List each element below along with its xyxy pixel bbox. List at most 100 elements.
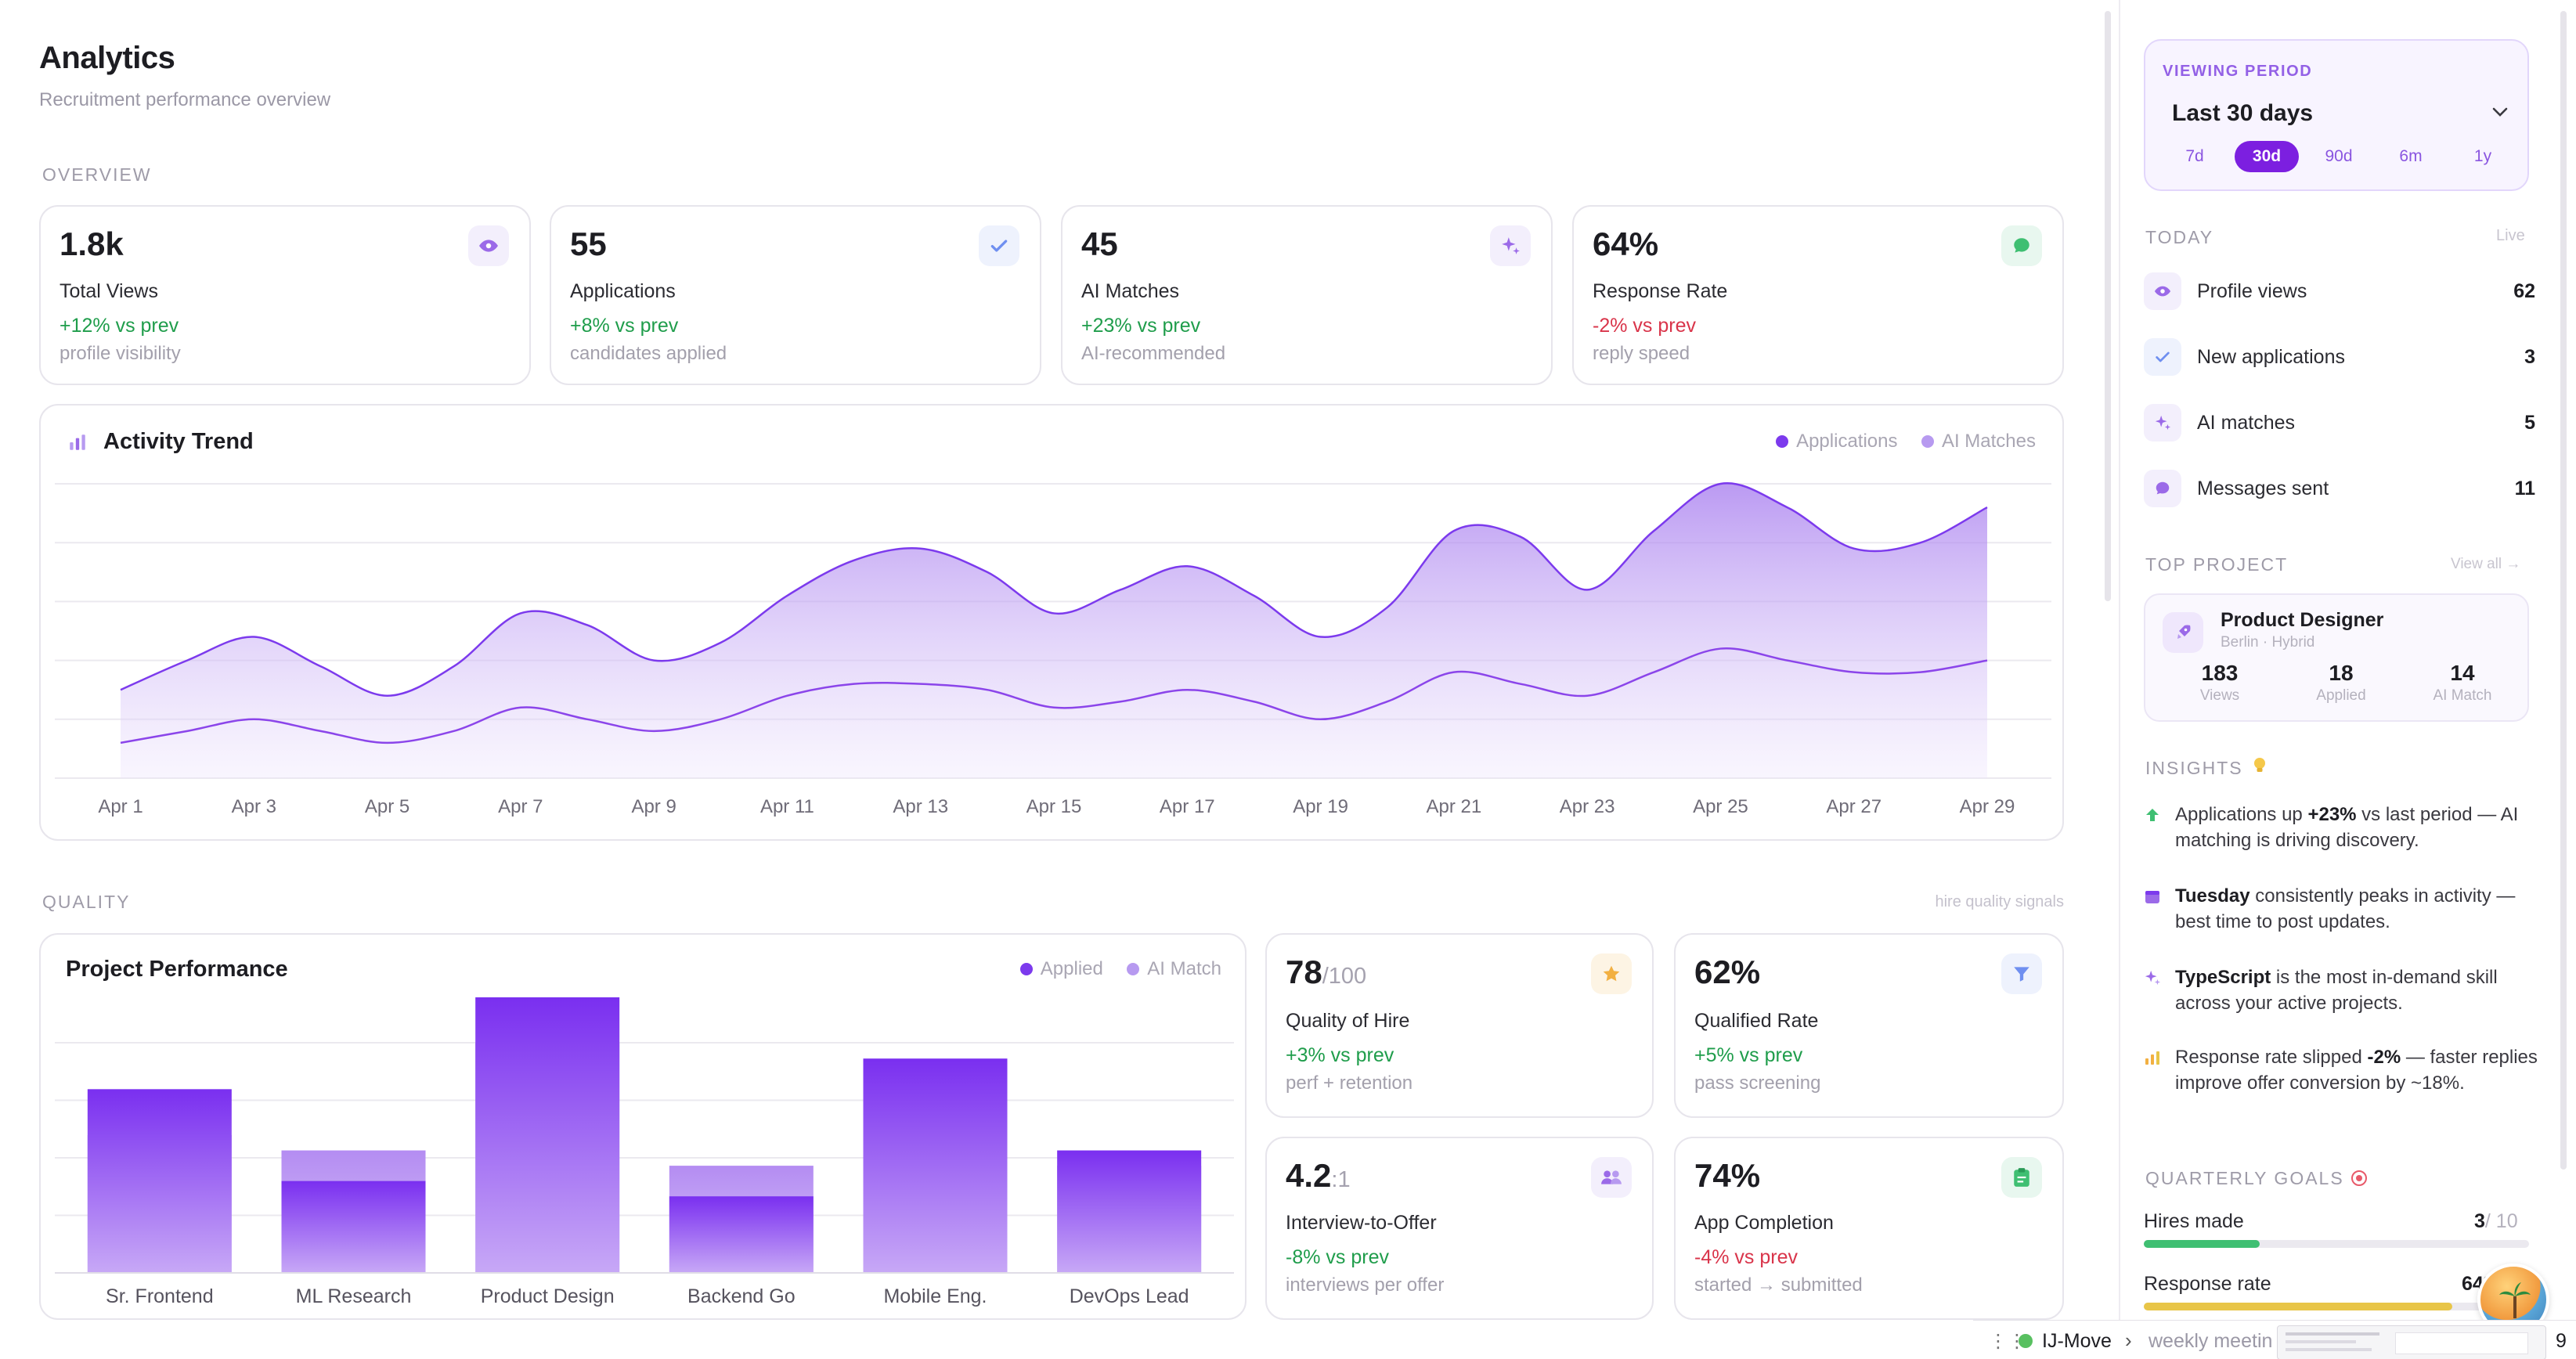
insight-highlight: Tuesday — [2175, 885, 2250, 907]
kpi-delta: +8% vs prev — [570, 315, 679, 337]
today-row-ai-matches[interactable]: AI matches 5 — [2144, 401, 2535, 448]
bar-applied[interactable] — [1057, 1150, 1202, 1273]
kpi-value: 74% — [1694, 1157, 1761, 1194]
live-badge: Live — [2496, 227, 2525, 244]
insight-item: TypeScript is the most in-demand skill a… — [2144, 964, 2535, 1019]
legend-item-ai-matches[interactable]: AI Matches — [1921, 431, 2036, 452]
kpi-delta: -2% vs prev — [1593, 315, 1696, 337]
project-performance-title: Project Performance — [66, 957, 288, 982]
bar-applied[interactable] — [87, 1089, 232, 1273]
today-row-label: Profile views — [2197, 280, 2307, 302]
bar-applied[interactable] — [281, 1181, 426, 1273]
legend-item-ai-match[interactable]: AI Match — [1127, 958, 1221, 980]
kpi-card-quality-of-hire[interactable]: 78/100 Quality of Hire +3% vs prev perf … — [1265, 933, 1654, 1118]
period-select[interactable]: Last 30 days — [2163, 91, 2512, 130]
series-line-ai-matches[interactable] — [120, 647, 1988, 744]
bar-applied[interactable] — [475, 997, 620, 1273]
kpi-label: App Completion — [1694, 1212, 1834, 1234]
kpi-card-total-views[interactable]: 1.8k Total Views +12% vs prev profile vi… — [39, 205, 531, 385]
sidebar-scrollbar-track[interactable] — [2560, 11, 2567, 1170]
kpi-card-applications[interactable]: 55 Applications +8% vs prev candidates a… — [550, 205, 1041, 385]
kpi-card-app-completion[interactable]: 74% App Completion -4% vs prev started →… — [1674, 1137, 2064, 1320]
period-select-value: Last 30 days — [2172, 100, 2314, 126]
check-icon — [2144, 338, 2181, 376]
x-tick-label: Apr 7 — [498, 796, 543, 817]
x-tick-label: Mobile Eng. — [883, 1285, 987, 1307]
x-tick-label: Apr 23 — [1560, 796, 1615, 817]
goal-progress-hires — [2144, 1240, 2529, 1248]
x-tick-label: Backend Go — [687, 1285, 796, 1307]
legend-label: AI Matches — [1941, 431, 2036, 452]
taskbar-window-thumbnail[interactable] — [2277, 1325, 2546, 1359]
insight-highlight: -2% — [2367, 1047, 2401, 1068]
goal-label: Hires made — [2144, 1210, 2244, 1232]
trend-up-icon — [2146, 809, 2159, 821]
insight-item: Applications up +23% vs last period — AI… — [2144, 802, 2535, 856]
legend-dot — [1127, 963, 1140, 975]
top-project-section-label: TOP PROJECT — [2145, 554, 2289, 575]
today-row-new-applications[interactable]: New applications 3 — [2144, 335, 2535, 382]
today-section-label: TODAY — [2145, 227, 2214, 247]
legend-item-applied[interactable]: Applied — [1019, 958, 1103, 980]
view-all-link[interactable]: View all → — [2451, 556, 2521, 572]
today-row-value: 62 — [2513, 280, 2535, 302]
rocket-icon — [2163, 612, 2203, 653]
x-tick-label: Apr 5 — [365, 796, 409, 817]
kpi-label: Applications — [570, 280, 676, 302]
viewing-period-label: VIEWING PERIOD — [2163, 63, 2313, 80]
today-row-messages-sent[interactable]: Messages sent 11 — [2144, 467, 2535, 514]
lightbulb-icon — [2254, 758, 2265, 772]
kpi-subtext: AI-recommended — [1081, 343, 1226, 364]
kpi-card-response-rate[interactable]: 64% Response Rate -2% vs prev reply spee… — [1572, 205, 2064, 385]
kpi-delta: +12% vs prev — [60, 315, 179, 337]
today-row-label: AI matches — [2197, 412, 2296, 434]
target-icon — [2351, 1170, 2367, 1186]
quarterly-goals-section-label: QUARTERLY GOALS — [2145, 1168, 2344, 1188]
period-chip-6m[interactable]: 6m — [2399, 147, 2423, 165]
taskbar-item-label[interactable]: weekly meetin — [2148, 1330, 2273, 1352]
goal-progress-fill — [2144, 1303, 2452, 1310]
today-row-profile-views[interactable]: Profile views 62 — [2144, 269, 2535, 316]
insight-text-post: — faster replies improve offer conversio… — [2175, 1047, 2538, 1094]
kpi-delta: -4% vs prev — [1694, 1246, 1798, 1268]
x-tick-label: Product Design — [481, 1285, 615, 1307]
period-chip-7d[interactable]: 7d — [2185, 147, 2204, 165]
project-performance-chart: Sr. Frontend ML Research Product Design Bac… — [55, 997, 1234, 1307]
today-row-value: 5 — [2524, 412, 2535, 434]
series-line-applications[interactable] — [120, 482, 1988, 697]
x-tick-label: Apr 19 — [1293, 796, 1348, 817]
legend-dot — [1776, 435, 1789, 448]
chevron-right-icon: › — [2125, 1328, 2132, 1352]
main-scrollbar-track[interactable] — [2105, 11, 2111, 601]
top-project-stat-views: 183 Views — [2185, 661, 2255, 705]
x-tick-label: Apr 17 — [1160, 796, 1215, 817]
chat-bubble-icon — [2144, 470, 2181, 507]
bar-applied[interactable] — [669, 1196, 814, 1273]
goal-target: / 10 — [2484, 1210, 2518, 1232]
taskbar-app-label[interactable]: IJ-Move — [2042, 1330, 2112, 1352]
kpi-card-ai-matches[interactable]: 45 AI Matches +23% vs prev AI-recommende… — [1061, 205, 1553, 385]
insight-item: Tuesday consistently peaks in activity —… — [2144, 883, 2535, 938]
kpi-delta: +23% vs prev — [1081, 315, 1201, 337]
legend-dot — [1019, 963, 1033, 975]
goal-progress-response-rate — [2144, 1303, 2529, 1310]
stat-label: Views — [2199, 687, 2240, 704]
activity-legend: Applications AI Matches — [1755, 431, 2036, 452]
x-tick-label: Sr. Frontend — [106, 1285, 214, 1307]
period-chip-1y[interactable]: 1y — [2473, 147, 2492, 165]
bar-applied[interactable] — [863, 1058, 1008, 1273]
kpi-value-suffix: :1 — [1331, 1167, 1351, 1192]
clipboard-icon — [2001, 1157, 2042, 1198]
people-icon — [1591, 1157, 1632, 1198]
top-project-stat-applied: 18 Applied — [2302, 661, 2380, 705]
activity-trend-title: Activity Trend — [103, 429, 254, 454]
top-project-card[interactable]: Product Designer Berlin · Hybrid 183 Vie… — [2144, 593, 2529, 722]
insights-section-label: INSIGHTS — [2145, 758, 2243, 778]
legend-item-applications[interactable]: Applications — [1776, 431, 1898, 452]
kpi-card-interview-to-offer[interactable]: 4.2:1 Interview-to-Offer -8% vs prev int… — [1265, 1137, 1654, 1320]
period-chip-90d[interactable]: 90d — [2325, 147, 2353, 165]
kpi-delta: +3% vs prev — [1286, 1044, 1394, 1066]
kpi-card-qualified-rate[interactable]: 62% Qualified Rate +5% vs prev pass scre… — [1674, 933, 2064, 1118]
quality-section-label: QUALITY — [42, 892, 131, 912]
period-chip-30d[interactable]: 30d — [2235, 141, 2299, 172]
